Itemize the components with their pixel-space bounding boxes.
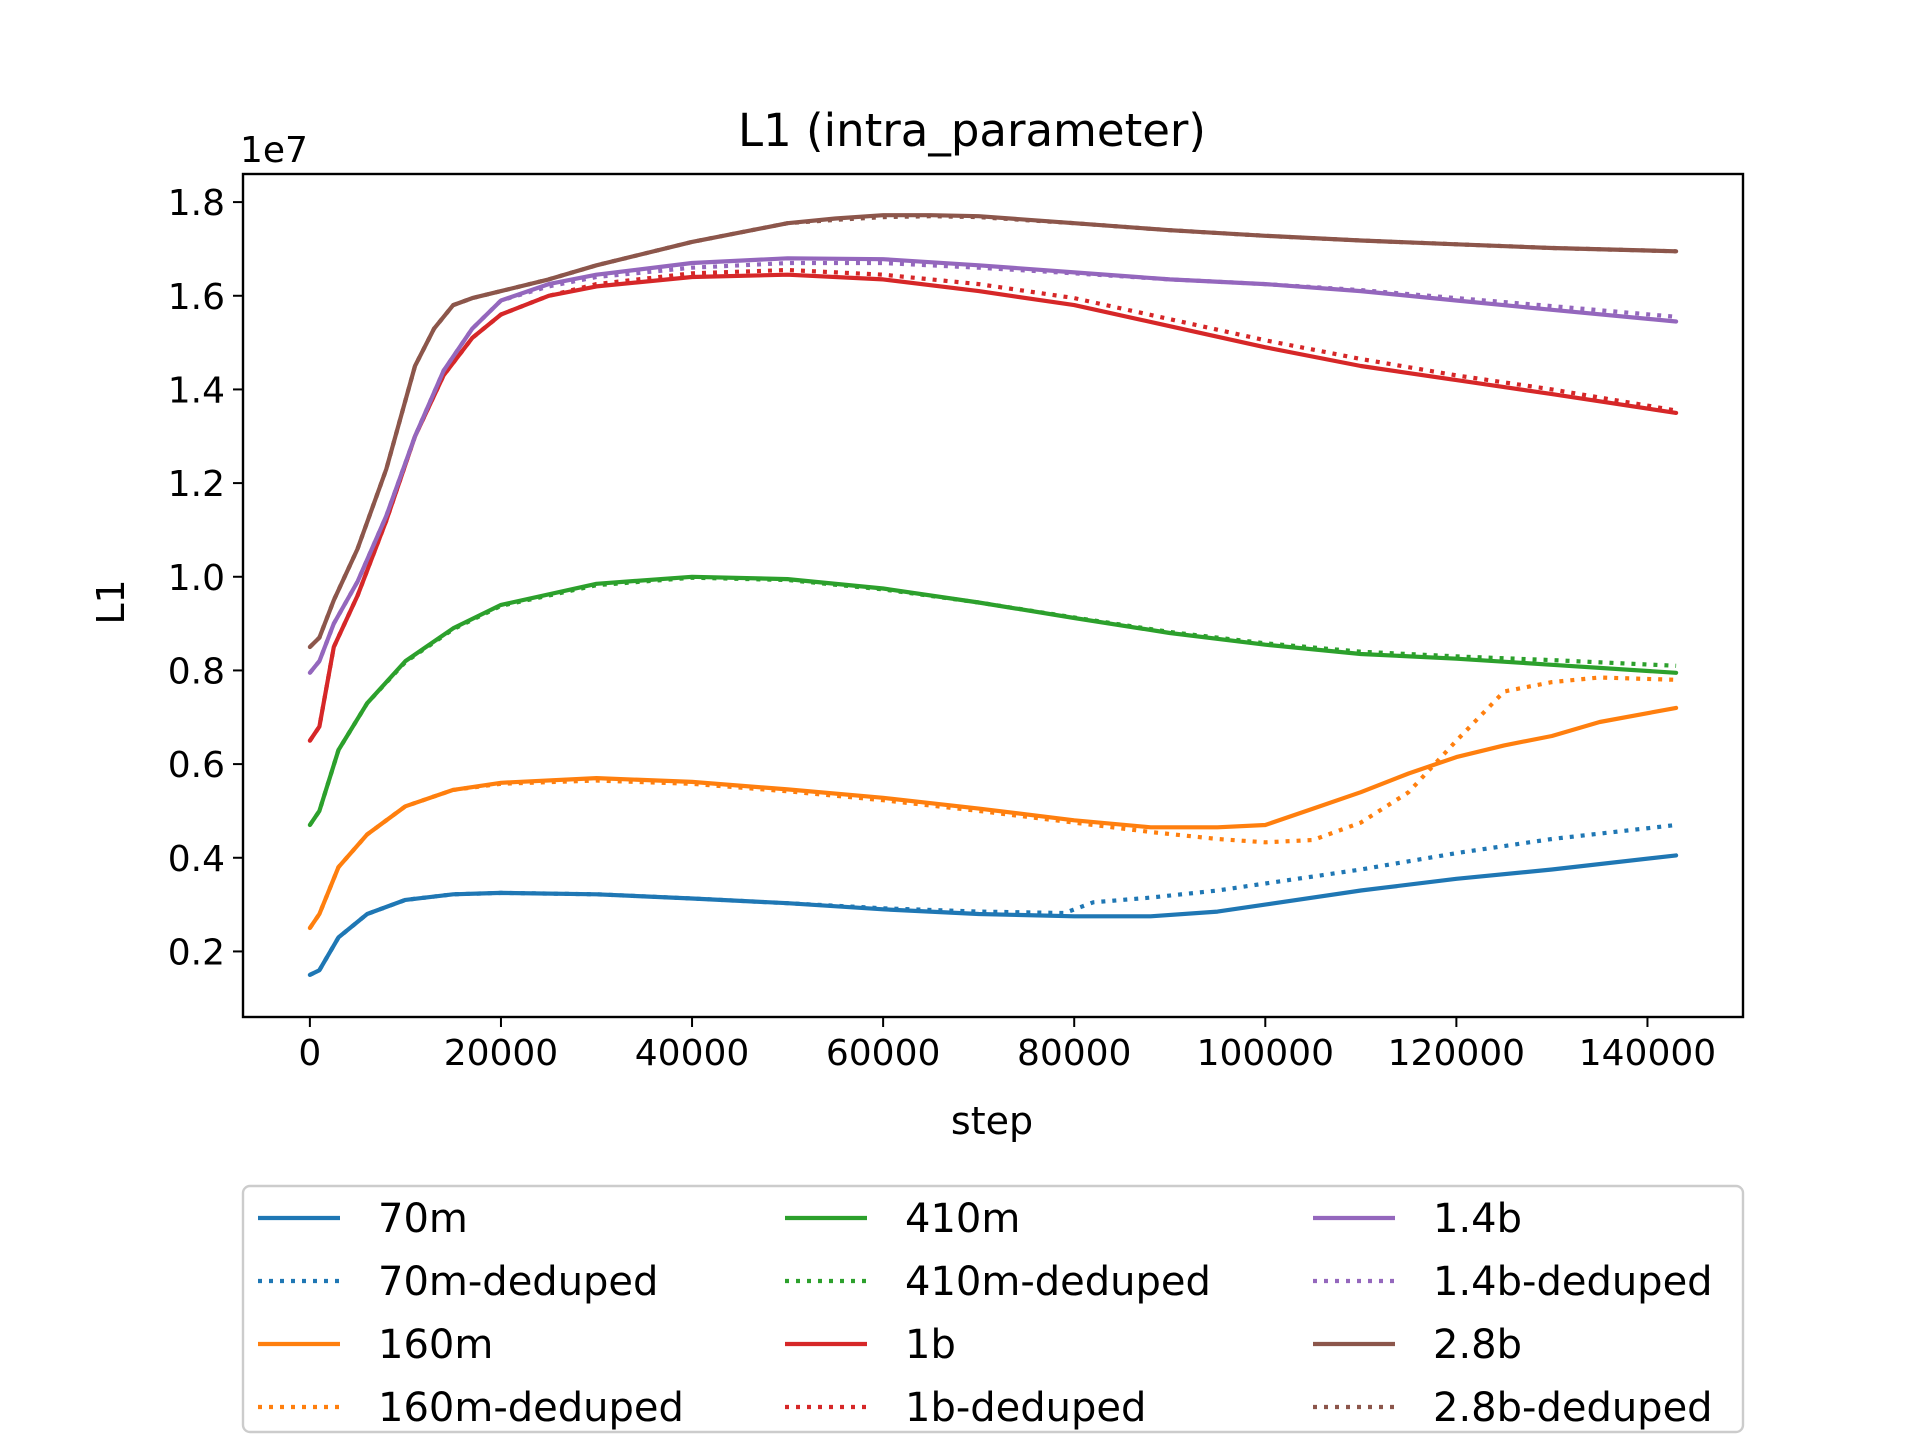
- x-axis-label: step: [951, 1099, 1033, 1143]
- y-axis-label: L1: [89, 579, 133, 624]
- y-tick-label: 0.2: [168, 932, 225, 973]
- y-tick-label: 1.4: [168, 370, 225, 411]
- series-layer: [307, 213, 1679, 977]
- legend-label: 160m-deduped: [378, 1385, 684, 1431]
- series-line-1-4b: [307, 256, 1679, 675]
- series-line-1b-deduped: [308, 267, 1677, 742]
- plot-area: [307, 213, 1679, 977]
- y-tick-label: 0.8: [168, 651, 225, 692]
- x-tick-label: 60000: [826, 1033, 941, 1074]
- x-tick-label: 40000: [635, 1033, 750, 1074]
- legend-label: 70m: [378, 1196, 468, 1242]
- x-tick-label: 140000: [1579, 1033, 1716, 1074]
- series-line-70m-deduped: [308, 822, 1677, 977]
- series-line-160m-deduped: [308, 675, 1677, 930]
- legend-label: 160m: [378, 1322, 493, 1368]
- y-tick-label: 0.4: [168, 839, 225, 880]
- y-tick-label: 1.8: [168, 183, 225, 224]
- y-offset-label: 1e7: [240, 130, 308, 171]
- x-tick-label: 100000: [1197, 1033, 1334, 1074]
- legend-label: 2.8b: [1433, 1322, 1522, 1368]
- series-line-2-8b: [307, 213, 1679, 650]
- axes-layer: 0 20000 40000 60000 80000 100000 120000 140000 0…: [168, 183, 1716, 1074]
- legend-label: 2.8b-deduped: [1433, 1385, 1713, 1431]
- legend-label: 1b: [905, 1322, 956, 1368]
- x-tick-label: 20000: [444, 1033, 559, 1074]
- legend-frame: [241, 1184, 1745, 1434]
- y-tick-label: 1.6: [168, 277, 225, 318]
- y-tick-label: 1.2: [168, 464, 225, 505]
- series-line-70m: [307, 853, 1679, 977]
- series-line-1b: [307, 272, 1679, 743]
- chart-title: L1 (intra_parameter): [738, 104, 1206, 157]
- x-tick-label: 80000: [1017, 1033, 1132, 1074]
- legend-label: 1.4b-deduped: [1433, 1259, 1713, 1305]
- y-tick-label: 1.0: [168, 558, 225, 599]
- y-tick-label: 0.6: [168, 745, 225, 786]
- legend-label: 1.4b: [1433, 1196, 1522, 1242]
- x-tick-label: 120000: [1388, 1033, 1525, 1074]
- plot-frame: [241, 172, 1745, 1019]
- series-line-410m-deduped: [308, 575, 1677, 827]
- legend: 70m 70m-deduped 160m 160m-deduped 410m 410m-d…: [241, 1184, 1745, 1434]
- legend-label: 70m-deduped: [378, 1259, 658, 1305]
- legend-label: 410m-deduped: [905, 1259, 1211, 1305]
- series-line-160m: [307, 705, 1679, 931]
- x-tick-label: 0: [298, 1033, 321, 1074]
- legend-label: 1b-deduped: [905, 1385, 1146, 1431]
- legend-label: 410m: [905, 1196, 1020, 1242]
